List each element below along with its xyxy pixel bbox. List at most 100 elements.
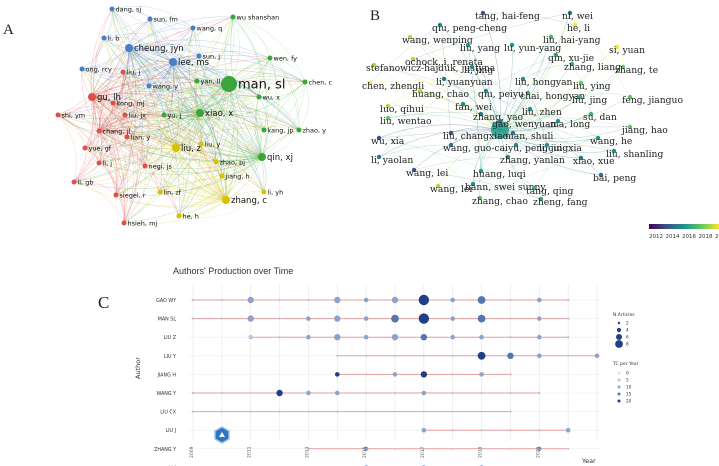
network-b-link — [579, 93, 631, 98]
network-b-node-luo-qihui — [385, 103, 391, 109]
network-b-node-hann-swei-sunny — [470, 181, 476, 187]
network-a-link — [172, 61, 260, 98]
network-a-link — [122, 71, 263, 158]
network-a-link — [91, 96, 105, 164]
network-a-link — [261, 57, 279, 158]
network-a-label-ong-rcy: ong, rcy — [86, 65, 112, 73]
network-a-link — [98, 129, 128, 138]
network-b-node-yu-pengcui — [513, 142, 519, 148]
colorbar-bar — [649, 224, 719, 229]
network-a-node-xiao-x — [196, 109, 204, 117]
legend-articles-title: N.Articles — [613, 312, 635, 318]
network-b-node-zhang-te — [620, 64, 626, 70]
network-b-label-wang-he: wang, he — [590, 136, 632, 147]
network-a-node-sun-fm — [147, 16, 153, 22]
network-a-link — [178, 199, 227, 217]
network-b-label-si-yuan: si, yuan — [609, 45, 645, 56]
network-a-link — [98, 156, 263, 176]
network-b-label-stefanowicz-hajduk-justyna: stefanowicz-hajduk, justyna — [366, 63, 496, 74]
network-a-label-negi-js: negi, js — [149, 162, 173, 170]
network-a-link — [298, 81, 309, 131]
network-a-link — [98, 71, 124, 132]
network-a-link — [172, 61, 265, 193]
network-b-label-huang-luqi: huang, luqi — [473, 169, 526, 180]
network-a-link — [91, 96, 177, 149]
network-b-label-liu-changxiao: liu, changxiao — [443, 131, 509, 142]
network-a-link — [81, 68, 230, 92]
production-point — [334, 334, 341, 341]
network-a-link — [215, 161, 265, 193]
production-point — [507, 352, 514, 359]
network-a-link — [232, 16, 261, 98]
network-a-link — [57, 114, 117, 196]
network-a-link — [232, 16, 306, 83]
network-a-label-liu-z: liu, z — [181, 144, 202, 154]
network-a-link — [115, 136, 130, 196]
network-a-link — [98, 130, 227, 201]
network-a-link — [172, 50, 271, 63]
network-a-link — [98, 16, 234, 132]
network-a-link — [175, 80, 198, 149]
network-a-link — [149, 18, 200, 57]
network-b-link — [419, 90, 501, 131]
network-a-link — [98, 126, 263, 158]
network-a-link — [128, 47, 174, 63]
colorbar-tick: 2020 — [715, 234, 719, 240]
network-b-label-wang-guo-cai: wang, guo-cai — [443, 143, 508, 154]
production-point — [450, 297, 456, 303]
network-a-link — [163, 80, 198, 116]
network-a-link — [115, 194, 227, 208]
network-a-link — [123, 112, 201, 224]
author-label-liu-y: LIU Y — [164, 354, 176, 360]
network-a-link — [91, 27, 194, 98]
network-a-link — [232, 16, 268, 131]
network-a-link — [57, 112, 201, 128]
network-a-label-he-h: he, h — [183, 212, 199, 220]
network-a-link — [98, 126, 202, 145]
network-a-link — [228, 73, 306, 85]
network-b-node-li-yaolan — [376, 154, 382, 160]
network-a-link — [112, 102, 128, 138]
network-b-label-bai-peng: bai, peng — [593, 173, 636, 184]
network-a-node-li-yh — [261, 189, 267, 195]
network-a-link — [149, 18, 174, 63]
network-a-link — [98, 130, 104, 164]
network-a-label-xiao-x: xiao, x — [205, 109, 233, 119]
network-a-link — [115, 61, 174, 196]
production-point — [278, 298, 281, 302]
network-a-link — [269, 57, 300, 131]
network-a-link — [128, 47, 227, 201]
production-point — [247, 296, 254, 304]
network-a-link — [212, 16, 234, 201]
network-a-label-li-yh: li, yh — [268, 188, 284, 196]
network-b-link — [413, 169, 542, 200]
network-b-node-ochock-i-renata — [410, 56, 416, 62]
production-point — [420, 334, 428, 341]
network-a-node-wu-x — [256, 94, 262, 100]
network-a-link — [172, 61, 201, 114]
network-a-link — [112, 47, 130, 104]
network-a-link — [199, 112, 223, 177]
production-point — [509, 429, 512, 432]
network-b-link — [387, 105, 501, 131]
network-a-link — [128, 47, 217, 163]
network-a-link — [98, 162, 117, 196]
network-b-label-zhang-te: zhang, te — [615, 65, 658, 76]
x-axis: 2009 2011 2013 2015 2017 2019 2021 Year Author — [134, 357, 596, 465]
network-a-link — [111, 5, 194, 29]
production-point — [480, 447, 483, 450]
network-a-link — [126, 61, 174, 138]
legend-tc-value: 20 — [626, 399, 632, 404]
network-a-link — [175, 147, 187, 217]
network-a-node-zhang-c — [222, 196, 230, 204]
network-a-link — [171, 27, 194, 149]
network-a-link — [84, 147, 227, 201]
network-a-node-chen-c — [302, 79, 308, 85]
network-a-link — [111, 7, 151, 20]
network-b-link — [387, 24, 576, 107]
network-b-label-jiang-hao: jiang, hao — [621, 125, 668, 136]
network-a-link — [128, 47, 174, 63]
network-b-node-liu-ying — [578, 80, 584, 86]
network-a-link — [128, 47, 201, 114]
network-b-link — [413, 156, 509, 171]
